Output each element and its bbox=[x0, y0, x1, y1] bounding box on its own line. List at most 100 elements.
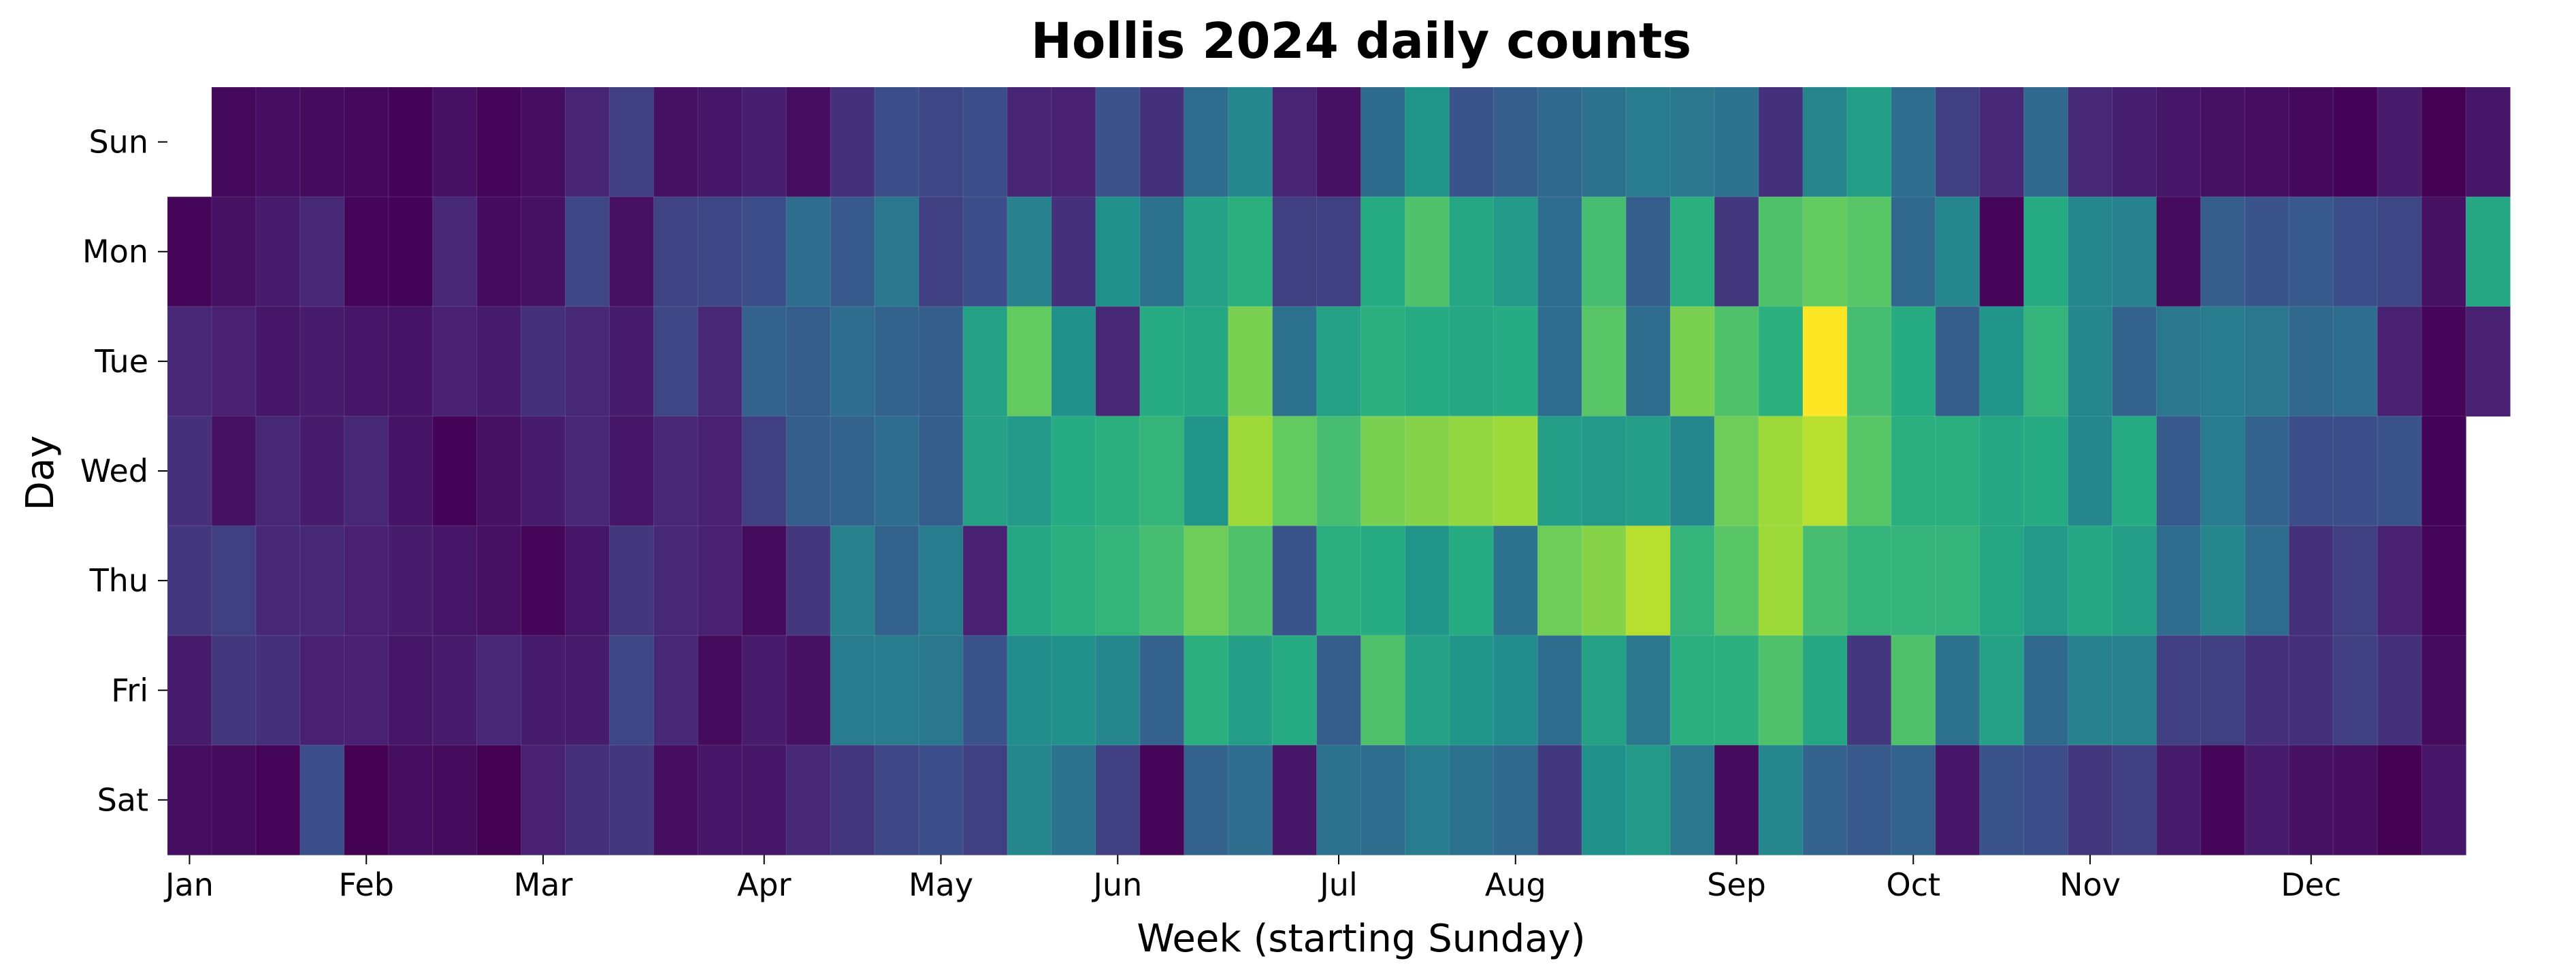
heatmap-cell bbox=[1051, 525, 1096, 636]
heatmap-cell bbox=[1935, 745, 1980, 856]
heatmap-cell bbox=[2112, 525, 2157, 636]
heatmap-cell bbox=[1272, 196, 1318, 308]
heatmap-cell bbox=[1581, 635, 1627, 746]
heatmap-cell bbox=[785, 415, 832, 527]
heatmap-cell bbox=[1846, 306, 1892, 417]
heatmap-cell bbox=[388, 196, 434, 308]
heatmap-cell bbox=[2200, 306, 2246, 417]
heatmap-cell bbox=[521, 415, 566, 527]
heatmap-cell bbox=[1846, 86, 1892, 198]
heatmap-cell bbox=[2288, 86, 2334, 198]
heatmap-cell bbox=[2112, 306, 2157, 417]
heatmap-cell bbox=[1360, 525, 1406, 636]
heatmap-cell bbox=[1139, 745, 1185, 856]
heatmap-cell bbox=[1493, 745, 1539, 856]
x-tick-label: May bbox=[909, 866, 973, 903]
heatmap-cell bbox=[1007, 635, 1052, 746]
heatmap-cell bbox=[1537, 525, 1583, 636]
heatmap-cell bbox=[167, 745, 213, 856]
heatmap-cell bbox=[962, 196, 1009, 308]
heatmap-cell bbox=[608, 86, 655, 198]
heatmap-cell bbox=[1404, 745, 1450, 856]
heatmap-cell bbox=[608, 415, 655, 527]
heatmap-cell bbox=[2023, 306, 2069, 417]
heatmap-cell bbox=[2244, 86, 2290, 198]
heatmap-cell bbox=[1537, 86, 1583, 198]
x-tick-label: Sep bbox=[1707, 866, 1766, 903]
heatmap-cell bbox=[1891, 86, 1936, 198]
heatmap-cell bbox=[2288, 415, 2334, 527]
heatmap-cell bbox=[1051, 635, 1096, 746]
heatmap-cell bbox=[2155, 86, 2202, 198]
heatmap-cell bbox=[167, 415, 213, 527]
heatmap-cell bbox=[2332, 415, 2379, 527]
heatmap-cell bbox=[432, 196, 478, 308]
heatmap-cell bbox=[2200, 745, 2246, 856]
heatmap-cell bbox=[1448, 635, 1495, 746]
heatmap-cell bbox=[1493, 196, 1539, 308]
heatmap-cell bbox=[1714, 306, 1760, 417]
heatmap-cell bbox=[476, 525, 522, 636]
heatmap-cell bbox=[2112, 415, 2157, 527]
heatmap-cell bbox=[2200, 196, 2246, 308]
heatmap-cell bbox=[2155, 525, 2202, 636]
heatmap-cell bbox=[2288, 745, 2334, 856]
heatmap-cell bbox=[1316, 635, 1362, 746]
heatmap-cell bbox=[1537, 415, 1583, 527]
heatmap-cell bbox=[255, 415, 301, 527]
heatmap-cell bbox=[2465, 86, 2511, 198]
heatmap-cell bbox=[432, 86, 478, 198]
heatmap-cell bbox=[830, 86, 876, 198]
heatmap-cell bbox=[2023, 415, 2069, 527]
heatmap-cell bbox=[1272, 745, 1318, 856]
heatmap-cell bbox=[1802, 306, 1848, 417]
heatmap-cell bbox=[785, 196, 832, 308]
heatmap-cell bbox=[962, 306, 1009, 417]
heatmap-cell bbox=[432, 635, 478, 746]
heatmap-cell bbox=[388, 525, 434, 636]
heatmap-cell bbox=[1846, 635, 1892, 746]
heatmap-cell bbox=[2155, 745, 2202, 856]
heatmap-cell bbox=[1007, 86, 1052, 198]
heatmap-cell bbox=[608, 196, 655, 308]
heatmap-cell bbox=[1714, 635, 1760, 746]
heatmap-cell bbox=[1228, 745, 1273, 856]
heatmap-cell bbox=[167, 635, 213, 746]
heatmap-cell bbox=[1979, 525, 2025, 636]
heatmap-cell bbox=[2421, 635, 2467, 746]
heatmap-cell bbox=[1979, 415, 2025, 527]
heatmap-cell bbox=[1360, 635, 1406, 746]
heatmap-cell bbox=[1272, 306, 1318, 417]
heatmap-cell bbox=[1581, 196, 1627, 308]
heatmap-cell bbox=[1493, 415, 1539, 527]
heatmap-cell bbox=[255, 525, 301, 636]
x-tick-label: Mar bbox=[514, 866, 573, 903]
heatmap-cell bbox=[1935, 86, 1980, 198]
heatmap-cell bbox=[2023, 86, 2069, 198]
heatmap-cell bbox=[2244, 306, 2290, 417]
x-tick-label: Jul bbox=[1318, 866, 1358, 903]
heatmap-cell bbox=[564, 196, 610, 308]
heatmap-cell bbox=[1095, 86, 1141, 198]
heatmap-cell bbox=[2200, 635, 2246, 746]
heatmap-cell bbox=[299, 86, 345, 198]
heatmap-cell bbox=[255, 635, 301, 746]
heatmap-cell bbox=[2288, 635, 2334, 746]
heatmap-cell bbox=[1979, 306, 2025, 417]
heatmap-cell bbox=[874, 525, 920, 636]
y-tick-marks bbox=[158, 141, 167, 801]
heatmap-cell bbox=[2332, 306, 2379, 417]
heatmap-cell bbox=[653, 196, 699, 308]
heatmap-cell bbox=[1625, 745, 1672, 856]
heatmap-cell bbox=[1625, 86, 1672, 198]
heatmap-cell bbox=[874, 745, 920, 856]
heatmap-cell bbox=[2068, 196, 2113, 308]
heatmap-cell bbox=[1272, 86, 1318, 198]
heatmap-cell bbox=[1448, 196, 1495, 308]
heatmap-cell bbox=[1404, 86, 1450, 198]
heatmap-cell bbox=[2244, 745, 2290, 856]
heatmap-cell bbox=[1095, 415, 1141, 527]
heatmap-cell bbox=[2112, 635, 2157, 746]
heatmap-cell bbox=[2023, 635, 2069, 746]
heatmap-cell bbox=[2377, 745, 2423, 856]
